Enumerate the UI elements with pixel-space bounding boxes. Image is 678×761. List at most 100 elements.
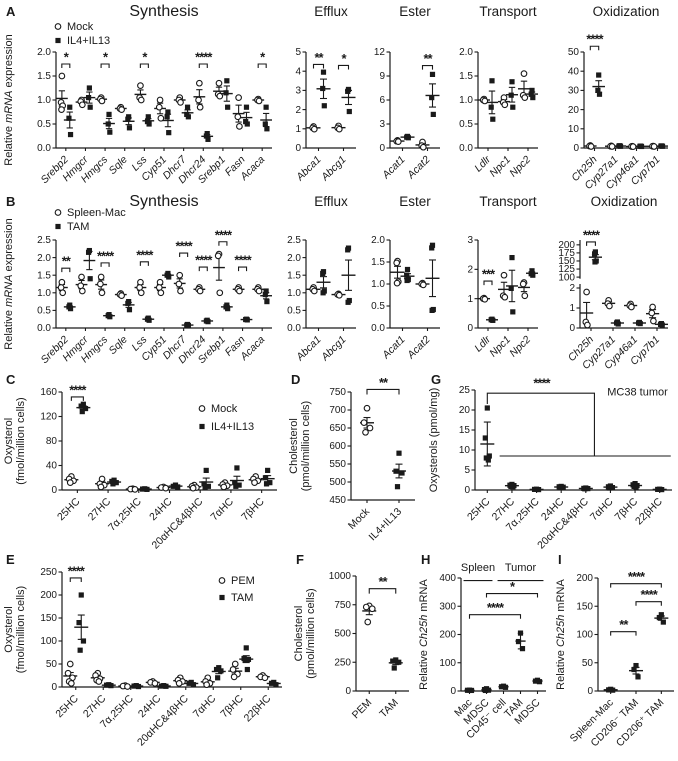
svg-text:Npc2: Npc2 [507, 334, 533, 360]
svg-text:0: 0 [450, 686, 456, 697]
svg-text:450: 450 [329, 495, 346, 506]
svg-text:0.5: 0.5 [37, 119, 51, 130]
svg-text:Mock: Mock [67, 21, 94, 33]
svg-text:30: 30 [568, 86, 580, 97]
svg-text:*: * [510, 579, 516, 594]
svg-text:0.0: 0.0 [37, 323, 51, 334]
svg-text:2: 2 [295, 105, 301, 116]
svg-text:I: I [558, 552, 562, 567]
svg-text:Sqle: Sqle [107, 334, 130, 357]
svg-text:0.0: 0.0 [459, 143, 473, 154]
svg-text:Npc2: Npc2 [507, 154, 533, 180]
svg-text:**: ** [619, 617, 629, 632]
svg-text:27HC: 27HC [86, 495, 114, 523]
svg-text:1.5: 1.5 [287, 270, 301, 281]
svg-text:C: C [6, 372, 16, 387]
svg-text:100: 100 [558, 272, 575, 283]
svg-text:1.5: 1.5 [37, 71, 51, 82]
svg-text:7βHC: 7βHC [239, 495, 267, 523]
svg-text:400: 400 [439, 573, 456, 584]
svg-text:PEM: PEM [231, 575, 255, 587]
svg-text:Abca1: Abca1 [293, 154, 323, 184]
svg-text:Sqle: Sqle [107, 154, 130, 177]
svg-text:0: 0 [464, 485, 470, 496]
svg-text:500: 500 [329, 477, 346, 488]
svg-text:250: 250 [334, 657, 351, 668]
svg-text:Ester: Ester [399, 194, 431, 209]
svg-text:Mock: Mock [346, 505, 373, 532]
row-cdg: C 0 40 80 120 160 Oxysterol (fmol/million cells… [0, 368, 678, 551]
svg-text:200: 200 [40, 590, 57, 601]
svg-text:20: 20 [568, 105, 580, 116]
svg-text:TAM: TAM [67, 221, 89, 233]
svg-text:****: **** [195, 50, 213, 65]
svg-text:100: 100 [439, 658, 456, 669]
panel-c-oxysterol-chart: C 0 40 80 120 160 Oxysterol (fmol/million cells… [3, 372, 277, 551]
svg-text:40: 40 [46, 461, 58, 472]
svg-text:(pmol/million cells): (pmol/million cells) [300, 401, 312, 491]
svg-text:250: 250 [40, 567, 57, 578]
svg-text:50: 50 [582, 658, 594, 669]
svg-text:Acat1: Acat1 [379, 334, 407, 362]
svg-text:F: F [296, 552, 304, 567]
svg-text:0.0: 0.0 [287, 323, 301, 334]
svg-text:15: 15 [459, 425, 471, 436]
svg-text:Oxysterol: Oxysterol [3, 606, 15, 652]
svg-text:80: 80 [46, 436, 58, 447]
svg-text:IL4+IL13: IL4+IL13 [67, 35, 110, 47]
svg-text:25HC: 25HC [53, 692, 81, 720]
svg-text:12: 12 [374, 47, 386, 58]
svg-text:7α,25HC: 7α,25HC [106, 495, 144, 533]
svg-text:Oxidization: Oxidization [593, 4, 660, 19]
svg-text:7αHC: 7αHC [191, 692, 219, 720]
svg-text:Efflux: Efflux [314, 4, 348, 19]
svg-text:125: 125 [558, 264, 575, 275]
svg-text:*: * [260, 50, 266, 65]
svg-text:(pmol/million cells): (pmol/million cells) [305, 588, 317, 678]
svg-text:****: **** [586, 32, 604, 47]
svg-text:0: 0 [587, 686, 593, 697]
svg-text:Relative Ch25h mRNA: Relative Ch25h mRNA [555, 579, 567, 690]
svg-text:Npc1: Npc1 [487, 154, 513, 180]
svg-text:200: 200 [439, 630, 456, 641]
svg-text:2.5: 2.5 [287, 235, 301, 246]
svg-text:1.0: 1.0 [459, 95, 473, 106]
row-b: B Synthesis 0.0 0.5 1.0 1.5 2.0 2.5 Relative mRN… [0, 190, 678, 372]
svg-text:600: 600 [329, 441, 346, 452]
svg-text:MC38 tumor: MC38 tumor [607, 387, 668, 399]
svg-text:Ester: Ester [399, 4, 431, 19]
svg-text:Abca1: Abca1 [293, 334, 323, 364]
svg-text:****: **** [487, 600, 505, 615]
svg-text:0.5: 0.5 [371, 301, 385, 312]
svg-text:5: 5 [464, 465, 470, 476]
svg-text:0: 0 [467, 323, 473, 334]
svg-text:3: 3 [467, 235, 473, 246]
svg-text:**: ** [62, 254, 72, 269]
svg-text:0.5: 0.5 [287, 306, 301, 317]
svg-text:7αHC: 7αHC [588, 495, 616, 523]
svg-text:Cholesterol: Cholesterol [293, 606, 305, 662]
svg-text:2.0: 2.0 [37, 47, 51, 58]
svg-text:150: 150 [40, 613, 57, 624]
svg-text:Npc1: Npc1 [487, 334, 513, 360]
svg-text:****: **** [195, 253, 213, 268]
svg-text:Oxidization: Oxidization [591, 194, 658, 209]
panel-e-oxysterol-chart: E 0 50 100 150 200 250 Oxysterol (fmol/million c… [3, 552, 282, 748]
svg-text:7αHC: 7αHC [208, 495, 236, 523]
svg-text:Acat2: Acat2 [404, 154, 432, 182]
svg-text:**: ** [379, 375, 389, 390]
svg-text:150: 150 [558, 256, 575, 267]
svg-text:0: 0 [379, 143, 385, 154]
panel-b-oxidization-chart: Oxidization012100125150175200Ch25hCyp27a… [558, 194, 668, 372]
svg-text:****: **** [69, 382, 87, 397]
svg-text:1.0: 1.0 [37, 288, 51, 299]
svg-text:1.0: 1.0 [37, 95, 51, 106]
svg-text:0.5: 0.5 [459, 119, 473, 130]
svg-text:1: 1 [295, 124, 301, 135]
svg-text:175: 175 [558, 248, 575, 259]
svg-text:22βHC: 22βHC [633, 495, 665, 527]
